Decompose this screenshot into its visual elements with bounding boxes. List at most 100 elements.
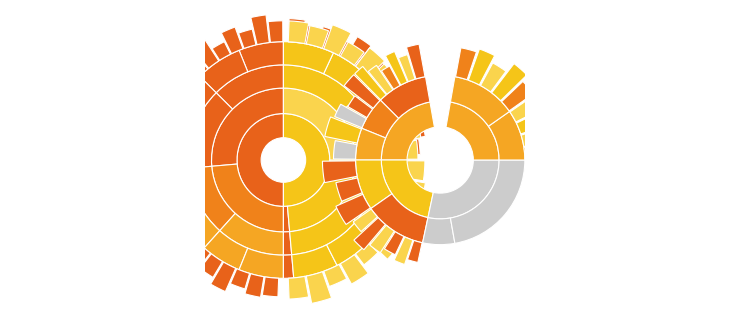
Wedge shape [288, 21, 309, 44]
Wedge shape [423, 218, 455, 244]
Wedge shape [142, 165, 166, 182]
Wedge shape [428, 160, 499, 219]
Wedge shape [446, 102, 499, 160]
Wedge shape [356, 160, 392, 209]
Wedge shape [400, 139, 420, 155]
Wedge shape [212, 164, 283, 232]
Wedge shape [340, 42, 364, 65]
Wedge shape [407, 44, 425, 79]
Wedge shape [180, 233, 199, 253]
Wedge shape [367, 62, 393, 87]
Wedge shape [184, 53, 208, 77]
Wedge shape [188, 166, 235, 231]
Wedge shape [155, 88, 182, 111]
Wedge shape [339, 99, 379, 160]
Wedge shape [147, 150, 166, 164]
Wedge shape [347, 96, 372, 118]
Wedge shape [339, 160, 379, 221]
Wedge shape [211, 262, 236, 292]
Wedge shape [369, 64, 396, 91]
Wedge shape [245, 274, 264, 297]
Wedge shape [385, 52, 407, 85]
Wedge shape [381, 102, 434, 160]
Wedge shape [488, 111, 525, 160]
Wedge shape [380, 77, 430, 118]
Wedge shape [164, 221, 190, 245]
Wedge shape [140, 133, 167, 150]
Wedge shape [161, 73, 189, 99]
Wedge shape [401, 140, 418, 159]
Wedge shape [184, 244, 210, 271]
Wedge shape [268, 21, 283, 42]
Wedge shape [283, 42, 334, 74]
Wedge shape [283, 255, 293, 278]
Wedge shape [165, 114, 196, 170]
Wedge shape [212, 88, 283, 166]
Wedge shape [307, 272, 331, 303]
Wedge shape [283, 114, 330, 206]
Wedge shape [382, 66, 400, 89]
Wedge shape [155, 105, 175, 124]
Wedge shape [147, 118, 171, 137]
Wedge shape [390, 196, 414, 220]
Wedge shape [200, 50, 247, 93]
Wedge shape [335, 104, 366, 128]
Wedge shape [239, 29, 256, 48]
Wedge shape [362, 100, 399, 138]
Wedge shape [174, 76, 216, 123]
Wedge shape [380, 82, 406, 107]
Wedge shape [356, 128, 385, 160]
Wedge shape [292, 245, 337, 278]
Wedge shape [521, 128, 549, 147]
Wedge shape [290, 206, 356, 255]
Wedge shape [237, 114, 283, 206]
Wedge shape [356, 243, 378, 265]
Wedge shape [336, 194, 370, 224]
Wedge shape [385, 88, 413, 112]
Wedge shape [396, 179, 426, 203]
Wedge shape [188, 93, 233, 168]
Wedge shape [283, 88, 356, 160]
Wedge shape [158, 208, 181, 229]
Wedge shape [480, 63, 506, 92]
Wedge shape [307, 26, 328, 48]
Wedge shape [385, 232, 404, 255]
Wedge shape [288, 276, 309, 299]
Wedge shape [178, 203, 220, 248]
Wedge shape [381, 160, 434, 218]
Wedge shape [353, 209, 377, 232]
Wedge shape [323, 161, 357, 183]
Wedge shape [239, 42, 283, 72]
Wedge shape [221, 27, 243, 54]
Wedge shape [356, 84, 400, 143]
Wedge shape [469, 49, 495, 85]
Wedge shape [502, 81, 533, 111]
Wedge shape [450, 77, 510, 126]
Wedge shape [390, 97, 420, 124]
Wedge shape [220, 213, 283, 255]
Wedge shape [344, 75, 380, 108]
Wedge shape [331, 37, 351, 58]
Wedge shape [283, 206, 290, 232]
Wedge shape [283, 65, 356, 114]
Wedge shape [150, 180, 169, 197]
Wedge shape [324, 25, 351, 56]
Wedge shape [323, 53, 374, 99]
Wedge shape [212, 42, 231, 60]
Wedge shape [356, 48, 385, 77]
Wedge shape [371, 194, 428, 243]
Wedge shape [334, 141, 357, 159]
Wedge shape [231, 269, 250, 289]
Wedge shape [216, 65, 283, 109]
Wedge shape [145, 194, 174, 217]
Wedge shape [303, 25, 321, 46]
Wedge shape [239, 248, 283, 278]
Wedge shape [283, 232, 292, 255]
Wedge shape [380, 213, 407, 240]
Wedge shape [324, 264, 347, 286]
Wedge shape [396, 119, 420, 141]
Wedge shape [318, 27, 338, 51]
Wedge shape [200, 254, 223, 277]
Wedge shape [356, 180, 399, 236]
Wedge shape [193, 40, 219, 68]
